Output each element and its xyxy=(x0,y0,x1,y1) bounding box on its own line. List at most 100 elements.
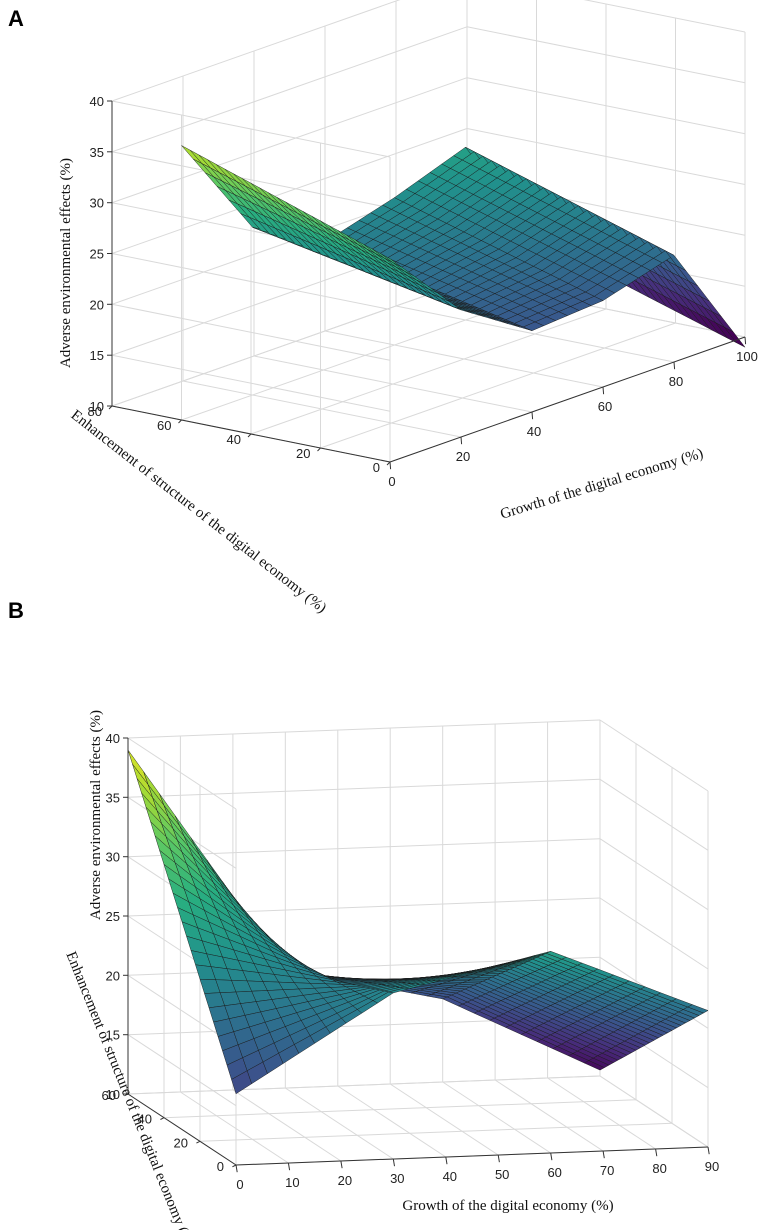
x-tick-mark xyxy=(531,411,534,420)
z-tick-label: 40 xyxy=(90,94,104,109)
y-tick-label: 20 xyxy=(296,446,310,461)
floor-gridline-x-6 xyxy=(442,1081,551,1154)
x-tick-mark xyxy=(550,1152,553,1161)
panel-b-xlabel: Growth of the digital economy (%) xyxy=(402,1198,613,1214)
x-tick-label: 20 xyxy=(338,1173,352,1188)
x-tick-label: 20 xyxy=(456,449,470,464)
backwall-x-horizontal-0 xyxy=(111,280,468,407)
x-tick-label: 80 xyxy=(669,374,683,389)
backwall-x-horizontal-0 xyxy=(127,1075,601,1095)
x-tick-label: 0 xyxy=(388,474,395,489)
x-tick-mark xyxy=(602,386,605,395)
z-tick-label: 15 xyxy=(106,1028,120,1043)
backwall-x-horizontal-3 xyxy=(111,128,468,254)
backwall-y-horizontal-3 xyxy=(599,897,709,970)
x-tick-mark xyxy=(389,461,392,470)
x-tick-label: 0 xyxy=(236,1177,243,1192)
y-tick-label: 60 xyxy=(157,418,171,433)
x-tick-mark xyxy=(235,1164,238,1173)
x-tick-label: 40 xyxy=(443,1169,457,1184)
x-tick-mark xyxy=(460,436,463,445)
z-tick-label: 10 xyxy=(106,1087,120,1102)
x-tick-mark xyxy=(340,1160,343,1169)
floor-gridline-y-2 xyxy=(250,308,607,435)
floor-gridline-y-3 xyxy=(181,294,537,421)
z-tick-label: 35 xyxy=(106,790,120,805)
x-tick-mark xyxy=(673,361,676,370)
x-tick-mark xyxy=(744,336,747,345)
x-tick-mark xyxy=(392,1158,395,1167)
x-tick-label: 100 xyxy=(736,349,758,364)
panel-a-ylabel: Enhancement of structure of the digital … xyxy=(68,407,330,616)
backwall-y-horizontal-4 xyxy=(599,838,709,911)
backwall-x-horizontal-5 xyxy=(127,778,601,798)
panel-a-xlabel: Growth of the digital economy (%) xyxy=(499,446,706,523)
x-tick-mark xyxy=(497,1154,500,1163)
floor-gridline-y-1 xyxy=(320,322,676,449)
backwall-y-horizontal-3 xyxy=(466,128,746,185)
backwall-y-horizontal-6 xyxy=(583,0,746,33)
leftwall-horizontal-1 xyxy=(127,1034,237,1107)
backwall-x-horizontal-4 xyxy=(127,838,601,858)
z-tick-label: 15 xyxy=(90,348,104,363)
surface-patch xyxy=(724,327,746,348)
backwall-y-horizontal-0 xyxy=(599,1075,709,1148)
floor-gridline-x-4 xyxy=(337,1085,447,1158)
x-tick-mark xyxy=(602,1150,605,1159)
y-tick-label: 80 xyxy=(88,404,102,419)
z-tick-label: 20 xyxy=(106,968,120,983)
x-axis-line xyxy=(389,336,746,463)
backwall-x-horizontal-4 xyxy=(111,77,468,204)
floor-gridline-x-2 xyxy=(232,1089,342,1162)
y-tick-mark xyxy=(232,1164,237,1168)
surface-patch xyxy=(181,145,203,164)
y-axis-line xyxy=(127,1093,237,1166)
backwall-x-horizontal-6 xyxy=(111,0,401,102)
x-tick-label: 90 xyxy=(705,1159,719,1174)
x-tick-mark xyxy=(287,1162,291,1171)
panel-b-letter: B xyxy=(8,598,24,623)
backwall-x-horizontal-5 xyxy=(111,26,468,153)
backwall-y-horizontal-5 xyxy=(599,778,709,851)
x-tick-label: 50 xyxy=(495,1167,509,1182)
x-tick-mark xyxy=(445,1156,448,1165)
x-tick-mark xyxy=(707,1146,710,1155)
floor-gridline-x-1 xyxy=(180,1091,289,1164)
leftwall-horizontal-6 xyxy=(127,737,237,810)
y-tick-label: 0 xyxy=(373,460,380,475)
z-tick-label: 30 xyxy=(90,196,104,211)
floor-gridline-y-1 xyxy=(199,1122,673,1142)
y-tick-label: 0 xyxy=(217,1159,224,1174)
y-tick-mark xyxy=(178,419,182,424)
x-tick-label: 60 xyxy=(547,1165,561,1180)
y-tick-label: 40 xyxy=(138,1112,152,1127)
panel-a-surface xyxy=(181,145,746,348)
backwall-y-horizontal-4 xyxy=(466,77,746,135)
panel-b-surface xyxy=(127,749,709,1095)
floor-gridline-x-8 xyxy=(547,1077,656,1150)
backwall-y-horizontal-6 xyxy=(599,719,709,792)
x-tick-label: 60 xyxy=(598,399,612,414)
floor-gridline-x-3 xyxy=(285,1087,394,1160)
floor-gridline-y-2 xyxy=(163,1099,637,1119)
x-tick-label: 80 xyxy=(652,1161,666,1176)
y-tick-label: 20 xyxy=(174,1135,188,1150)
y-tick-mark xyxy=(317,447,321,452)
panel-b: B 0 10 20 30 40 50 60 70 80 900204060101520253035… xyxy=(8,598,719,1230)
y-tick-label: 40 xyxy=(227,432,241,447)
panel-b-zlabel: Adverse environmental effects (%) xyxy=(88,710,104,920)
x-tick-label: 30 xyxy=(390,1171,404,1186)
x-axis-line xyxy=(235,1146,709,1166)
y-tick-mark xyxy=(247,433,252,438)
z-tick-label: 35 xyxy=(90,145,104,160)
floor-gridline-x-7 xyxy=(494,1079,604,1152)
z-tick-label: 25 xyxy=(106,909,120,924)
y-tick-mark xyxy=(196,1140,201,1144)
y-tick-mark xyxy=(386,461,391,466)
z-tick-label: 10 xyxy=(90,399,104,414)
z-tick-label: 20 xyxy=(90,297,104,312)
